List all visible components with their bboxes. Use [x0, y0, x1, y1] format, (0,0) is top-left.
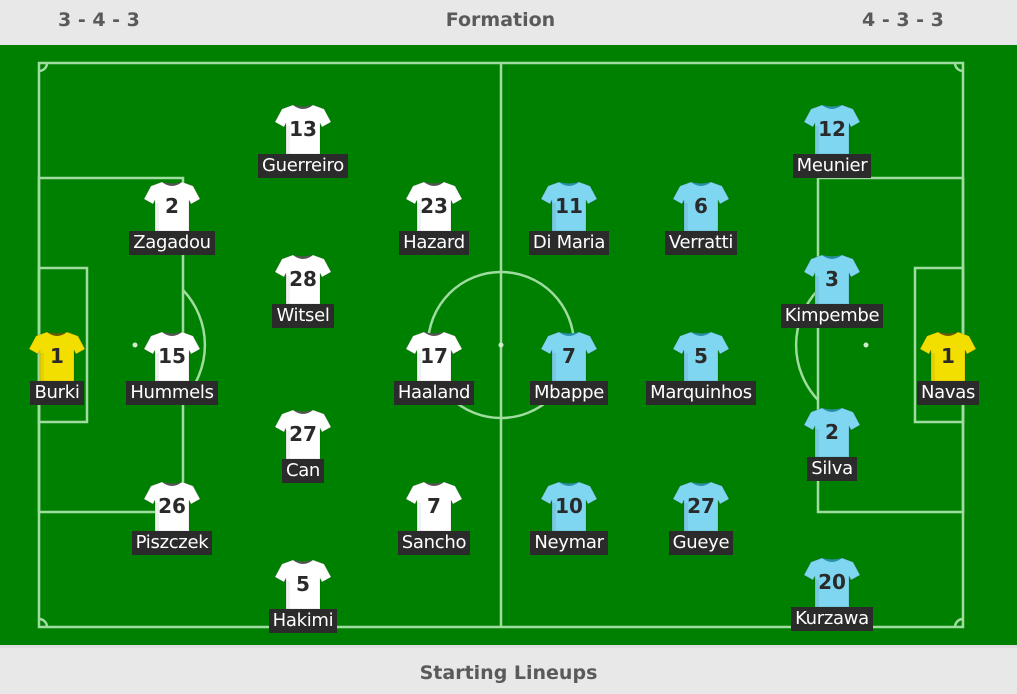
player-away[interactable]: 6 Verratti — [641, 179, 761, 255]
lineups-footer: Starting Lineups — [0, 645, 1017, 694]
jersey-number: 23 — [420, 194, 448, 218]
jersey-icon — [540, 481, 598, 532]
player-name: Sancho — [397, 531, 471, 555]
player-home[interactable]: 26 Piszczek — [112, 479, 232, 555]
player-away[interactable]: 11 Di Maria — [509, 179, 629, 255]
jersey-icon — [274, 559, 332, 610]
jersey-icon — [405, 181, 463, 232]
player-name: Marquinhos — [646, 381, 756, 405]
jersey-icon — [274, 104, 332, 155]
jersey-number: 20 — [818, 570, 846, 594]
player-away[interactable]: 20 Kurzawa — [772, 555, 892, 631]
player-name: Gueye — [668, 531, 734, 555]
jersey-icon — [405, 481, 463, 532]
player-home[interactable]: 28 Witsel — [243, 252, 363, 328]
player-name: Burki — [30, 381, 84, 405]
jersey-icon — [803, 104, 861, 155]
jersey-icon — [143, 181, 201, 232]
player-name: Hazard — [399, 231, 469, 255]
jersey-icon — [672, 331, 730, 382]
player-away[interactable]: 12 Meunier — [772, 102, 892, 178]
player-name: Navas — [916, 381, 980, 405]
jersey-number: 2 — [165, 194, 179, 218]
formation-header: 3 - 4 - 3 Formation 4 - 3 - 3 — [0, 0, 1017, 45]
jersey-number: 27 — [687, 494, 715, 518]
player-home[interactable]: 1 Burki — [0, 329, 117, 405]
player-name: Kimpembe — [780, 304, 884, 328]
player-name: Guerreiro — [258, 154, 348, 178]
jersey-icon — [672, 481, 730, 532]
jersey-number: 1 — [941, 344, 955, 368]
jersey-icon — [143, 481, 201, 532]
jersey-number: 27 — [289, 422, 317, 446]
player-name: Witsel — [272, 304, 334, 328]
jersey-number: 1 — [50, 344, 64, 368]
jersey-number: 11 — [555, 194, 583, 218]
player-name: Meunier — [792, 154, 872, 178]
jersey-icon — [540, 181, 598, 232]
jersey-number: 3 — [825, 267, 839, 291]
jersey-number: 28 — [289, 267, 317, 291]
jersey-number: 17 — [420, 344, 448, 368]
jersey-number: 5 — [296, 572, 310, 596]
player-home[interactable]: 13 Guerreiro — [243, 102, 363, 178]
player-name: Hakimi — [268, 609, 338, 633]
jersey-number: 6 — [694, 194, 708, 218]
player-name: Zagadou — [129, 231, 215, 255]
player-home[interactable]: 2 Zagadou — [112, 179, 232, 255]
player-home[interactable]: 17 Haaland — [374, 329, 494, 405]
jersey-number: 12 — [818, 117, 846, 141]
jersey-number: 7 — [562, 344, 576, 368]
player-name: Hummels — [126, 381, 218, 405]
jersey-number: 10 — [555, 494, 583, 518]
player-name: Can — [281, 459, 325, 483]
player-away[interactable]: 10 Neymar — [509, 479, 629, 555]
player-away[interactable]: 1 Navas — [888, 329, 1008, 405]
jersey-number: 5 — [694, 344, 708, 368]
jersey-icon — [919, 331, 977, 382]
jersey-number: 15 — [158, 344, 186, 368]
player-home[interactable]: 15 Hummels — [112, 329, 232, 405]
player-name: Verratti — [664, 231, 738, 255]
player-away[interactable]: 2 Silva — [772, 405, 892, 481]
jersey-icon — [405, 331, 463, 382]
jersey-icon — [143, 331, 201, 382]
player-name: Kurzawa — [791, 607, 873, 631]
pitch: 1 Burki 2 Zagadou 15 Hummels 26 Piszczek… — [0, 45, 1017, 645]
formation-title: Formation — [445, 9, 556, 31]
jersey-number: 13 — [289, 117, 317, 141]
jersey-icon — [803, 407, 861, 458]
footer-title: Starting Lineups — [419, 662, 598, 684]
player-home[interactable]: 7 Sancho — [374, 479, 494, 555]
jersey-icon — [672, 181, 730, 232]
player-name: Neymar — [530, 531, 608, 555]
jersey-number: 7 — [427, 494, 441, 518]
player-home[interactable]: 23 Hazard — [374, 179, 494, 255]
player-name: Piszczek — [131, 531, 213, 555]
player-home[interactable]: 27 Can — [243, 407, 363, 483]
away-formation: 4 - 3 - 3 — [862, 9, 944, 31]
player-away[interactable]: 27 Gueye — [641, 479, 761, 555]
player-name: Di Maria — [528, 231, 610, 255]
player-away[interactable]: 7 Mbappe — [509, 329, 629, 405]
jersey-icon — [28, 331, 86, 382]
jersey-icon — [803, 557, 861, 608]
jersey-icon — [274, 254, 332, 305]
jersey-icon — [803, 254, 861, 305]
jersey-icon — [274, 409, 332, 460]
jersey-icon — [540, 331, 598, 382]
player-name: Haaland — [393, 381, 475, 405]
player-home[interactable]: 5 Hakimi — [243, 557, 363, 633]
player-name: Mbappe — [529, 381, 609, 405]
player-name: Silva — [807, 457, 857, 481]
player-away[interactable]: 5 Marquinhos — [641, 329, 761, 405]
jersey-number: 2 — [825, 420, 839, 444]
jersey-number: 26 — [158, 494, 186, 518]
player-away[interactable]: 3 Kimpembe — [772, 252, 892, 328]
home-formation: 3 - 4 - 3 — [58, 9, 140, 31]
